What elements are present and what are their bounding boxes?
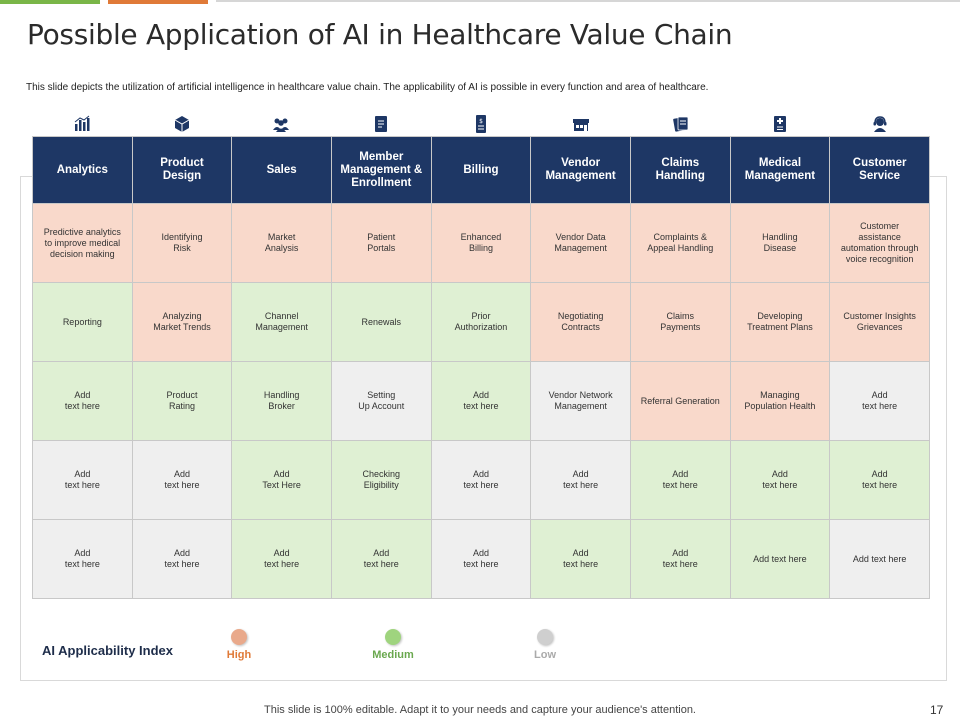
table-cell: Add text here <box>32 519 133 599</box>
store-icon <box>531 112 631 136</box>
table-cell: Add text here <box>629 519 731 599</box>
table-cell: Add text here <box>629 440 731 520</box>
legend-title: AI Applicability Index <box>42 643 173 658</box>
table-cell: Setting Up Account <box>330 361 432 441</box>
people-icon <box>232 112 332 136</box>
cube-icon <box>132 112 232 136</box>
column-icons-row: $ <box>32 112 930 136</box>
column-header-billing: Billing <box>430 136 532 204</box>
column-header-member-management: Member Management & Enrollment <box>330 136 432 204</box>
legend-item-low: Low <box>515 629 575 661</box>
table-cell: Add text here <box>530 519 631 599</box>
table-cell: Add text here <box>829 361 930 441</box>
table-cell: Checking Eligibility <box>330 440 432 520</box>
medical-icon <box>730 112 830 136</box>
table-row: Predictive analytics to improve medical … <box>32 203 930 283</box>
column-header-analytics: Analytics <box>32 136 133 204</box>
table-cell: Developing Treatment Plans <box>729 282 831 362</box>
table-cell: Product Rating <box>131 361 233 441</box>
table-cell: Add text here <box>131 519 233 599</box>
column-header-vendor-management: Vendor Management <box>530 136 631 204</box>
agent-icon <box>830 112 930 136</box>
table-cell: Negotiating Contracts <box>530 282 631 362</box>
table-cell: Enhanced Billing <box>430 203 532 283</box>
table-cell: Channel Management <box>231 282 332 362</box>
table-cell: Add text here <box>430 519 532 599</box>
footer-note: This slide is 100% editable. Adapt it to… <box>264 704 696 716</box>
table-row: Add text here Add text here Add text here A… <box>32 519 930 599</box>
table-cell: Add Text Here <box>231 440 332 520</box>
table-row: Add text here Product Rating Handling Brok… <box>32 361 930 441</box>
top-accent-orange <box>108 0 208 4</box>
table-cell: Handling Disease <box>729 203 831 283</box>
table-cell: Prior Authorization <box>430 282 532 362</box>
table-cell: Renewals <box>330 282 432 362</box>
document-icon <box>331 112 431 136</box>
value-chain-table: Analytics Product Design Sales Member Ma… <box>32 136 930 599</box>
column-header-customer-service: Customer Service <box>829 136 930 204</box>
page-number: 17 <box>930 703 944 717</box>
table-cell: Add text here <box>530 440 631 520</box>
legend-dot-medium <box>385 629 401 645</box>
column-header-claims-handling: Claims Handling <box>629 136 731 204</box>
table-cell: Reporting <box>32 282 133 362</box>
legend-item-medium: Medium <box>363 629 423 661</box>
table-cell: Add text here <box>829 440 930 520</box>
bill-icon: $ <box>431 112 531 136</box>
table-cell: Add text here <box>430 361 532 441</box>
table-cell: Identifying Risk <box>131 203 233 283</box>
legend-dot-low <box>537 629 553 645</box>
legend-label-low: Low <box>534 649 556 661</box>
column-header-medical-management: Medical Management <box>729 136 831 204</box>
table-cell: Add text here <box>131 440 233 520</box>
table-row: Add text here Add text here Add Text Here C… <box>32 440 930 520</box>
table-cell: Customer Insights Grievances <box>829 282 930 362</box>
table-row: Reporting Analyzing Market Trends Channel … <box>32 282 930 362</box>
table-cell: Add text here <box>729 519 831 599</box>
bar-chart-icon <box>32 112 132 136</box>
table-cell: Add text here <box>829 519 930 599</box>
table-cell: Vendor Network Management <box>530 361 631 441</box>
top-accent-line <box>216 0 960 2</box>
column-header-product-design: Product Design <box>131 136 233 204</box>
legend-item-high: High <box>209 629 269 661</box>
table-cell: Complaints & Appeal Handling <box>629 203 731 283</box>
legend-label-medium: Medium <box>372 649 414 661</box>
legend-label-high: High <box>226 649 252 661</box>
table-cell: Customer assistance automation through v… <box>829 203 930 283</box>
table-cell: Add text here <box>330 519 432 599</box>
table-cell: Handling Broker <box>231 361 332 441</box>
table-cell: Add text here <box>231 519 332 599</box>
legend-dot-high <box>231 629 247 645</box>
column-header-sales: Sales <box>231 136 332 204</box>
table-cell: Add text here <box>430 440 532 520</box>
table-cell: Referral Generation <box>629 361 731 441</box>
table-cell: Analyzing Market Trends <box>131 282 233 362</box>
table-cell: Market Analysis <box>231 203 332 283</box>
page-subtitle: This slide depicts the utilization of ar… <box>26 82 709 93</box>
table-cell: Managing Population Health <box>729 361 831 441</box>
table-cell: Add text here <box>32 440 133 520</box>
svg-text:$: $ <box>479 118 483 125</box>
table-cell: Claims Payments <box>629 282 731 362</box>
top-accent-green <box>0 0 100 4</box>
table-cell: Add text here <box>32 361 133 441</box>
table-cell: Vendor Data Management <box>530 203 631 283</box>
claims-icon <box>631 112 731 136</box>
table-cell: Patient Portals <box>330 203 432 283</box>
table-cell: Add text here <box>729 440 831 520</box>
table-cell: Predictive analytics to improve medical … <box>32 203 133 283</box>
page-title: Possible Application of AI in Healthcare… <box>27 18 733 51</box>
